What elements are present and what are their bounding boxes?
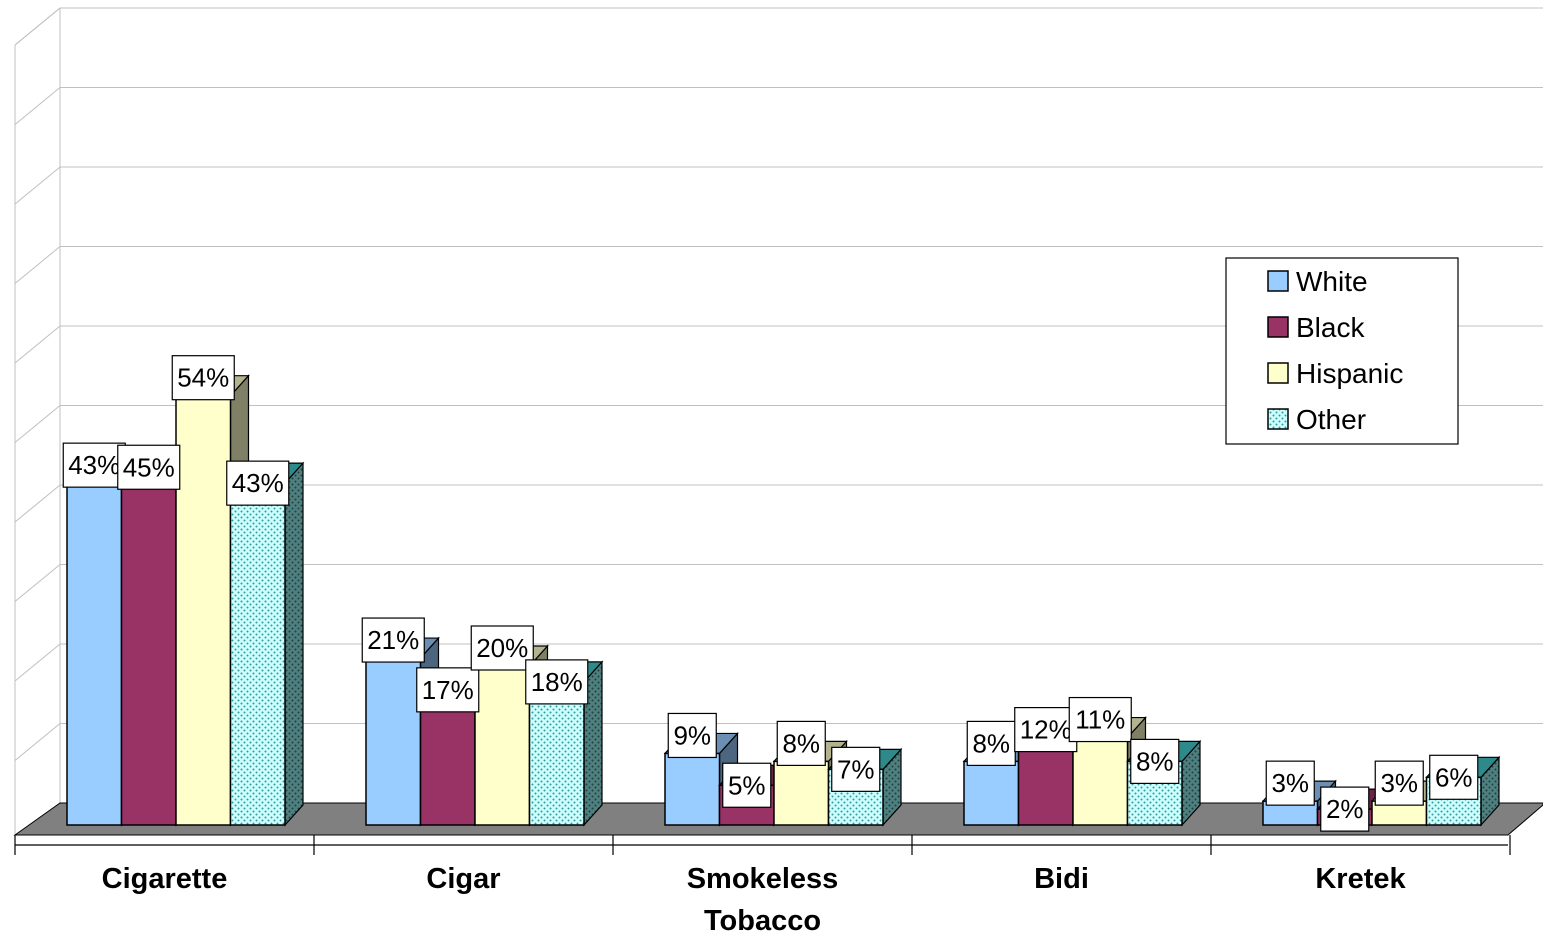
data-label: 20%: [470, 625, 534, 671]
svg-text:18%: 18%: [531, 667, 583, 697]
data-label: 8%: [1130, 738, 1180, 785]
svg-text:7%: 7%: [837, 754, 875, 784]
bar-front: [175, 394, 232, 826]
bar-front: [1072, 736, 1129, 826]
svg-text:6%: 6%: [1435, 762, 1473, 792]
svg-text:20%: 20%: [476, 633, 528, 663]
data-label: 2%: [1320, 786, 1370, 832]
legend: White Black Hispanic Other: [1225, 257, 1459, 445]
legend-swatch: [1267, 362, 1289, 384]
data-label: 8%: [966, 720, 1016, 767]
svg-text:43%: 43%: [68, 450, 120, 480]
svg-text:2%: 2%: [1326, 794, 1364, 824]
bar-front: [120, 466, 177, 826]
legend-item-white: White: [1267, 266, 1368, 297]
data-label: 12%: [1014, 706, 1078, 753]
svg-text:12%: 12%: [1020, 715, 1072, 745]
svg-text:8%: 8%: [972, 728, 1010, 758]
svg-text:3%: 3%: [1380, 768, 1418, 798]
category-label: Kretek: [1315, 863, 1406, 895]
data-label: 6%: [1429, 754, 1479, 800]
bar-front: [474, 665, 531, 826]
legend-item-black: Black: [1267, 312, 1365, 343]
bar-front: [66, 482, 123, 826]
x-axis: Cigarette Cigar Smokeless Tobacco Bidi Kretek: [14, 835, 1511, 937]
svg-text:54%: 54%: [177, 363, 229, 393]
data-label: 9%: [667, 712, 717, 759]
legend-swatch: [1267, 408, 1289, 430]
bar-front: [963, 760, 1020, 826]
data-label: 18%: [525, 659, 589, 705]
data-label: 17%: [416, 667, 480, 713]
legend-box: [1225, 257, 1459, 445]
svg-text:45%: 45%: [123, 452, 175, 482]
data-label: 21%: [361, 617, 425, 663]
data-label: 7%: [831, 746, 881, 792]
category-label: Smokeless Tobacco: [687, 863, 839, 935]
category-label: Cigar: [426, 863, 500, 895]
legend-swatch: [1267, 316, 1289, 338]
data-label: 11%: [1068, 696, 1132, 743]
legend-label: Hispanic: [1296, 358, 1403, 389]
legend-item-other: Other: [1267, 404, 1366, 435]
data-label: 8%: [776, 720, 826, 767]
category-label: Bidi: [1034, 863, 1089, 895]
data-label: 3%: [1374, 760, 1424, 806]
data-label: 43%: [226, 460, 290, 506]
bar-front: [365, 657, 422, 826]
svg-text:5%: 5%: [728, 770, 766, 800]
svg-text:43%: 43%: [232, 468, 284, 498]
legend-label: Other: [1296, 404, 1366, 435]
data-label: 54%: [171, 355, 235, 401]
legend-swatch: [1267, 270, 1289, 292]
svg-text:8%: 8%: [1136, 746, 1174, 776]
svg-text:3%: 3%: [1271, 768, 1309, 798]
data-labels-layer: 43% 45%54%43%21%17%20%18%9%5%8%7%8% 12% 11%…: [62, 355, 1479, 832]
svg-text:9%: 9%: [673, 720, 711, 750]
bar-front: [229, 482, 286, 826]
svg-text:21%: 21%: [367, 625, 419, 655]
bar-other-cigarette: [229, 461, 305, 827]
data-label: 43%: [62, 442, 126, 488]
data-label: 5%: [722, 762, 772, 808]
bar-front: [773, 760, 830, 826]
data-label: 3%: [1265, 760, 1315, 806]
svg-text:17%: 17%: [422, 675, 474, 705]
category-label: Cigarette: [102, 863, 228, 895]
svg-text:8%: 8%: [782, 728, 820, 758]
legend-item-hispanic: Hispanic: [1267, 358, 1403, 389]
bar-side: [284, 461, 304, 827]
legend-label: Black: [1296, 312, 1365, 343]
data-label: 45%: [117, 444, 181, 490]
legend-label: White: [1296, 266, 1368, 297]
svg-text:11%: 11%: [1075, 705, 1125, 735]
bar-front: [664, 752, 721, 826]
